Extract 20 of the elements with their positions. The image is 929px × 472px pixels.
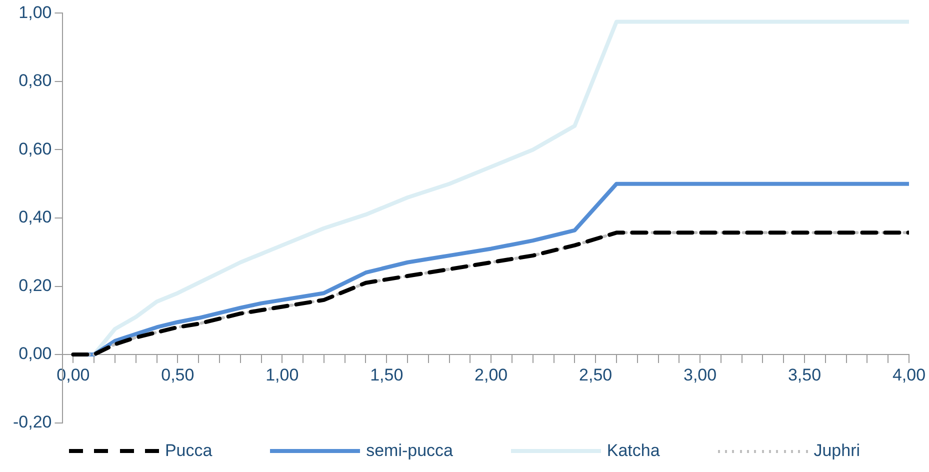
y-tick-label: 0,60 [18,139,52,158]
x-tick-label: 2,00 [474,365,508,384]
x-tick-label: 1,50 [370,365,404,384]
y-tick-label: 0,00 [18,344,52,364]
x-tick-label: 3,50 [788,365,822,384]
x-tick-label: 4,00 [892,365,926,384]
x-tick-label: 2,50 [579,365,612,384]
y-tick-label: 1,00 [18,2,52,22]
legend-label: Pucca [164,441,212,461]
x-tick-label: 0,00 [56,365,90,384]
y-tick-label: -0,20 [13,412,52,432]
y-tick-label: 0,80 [18,71,52,90]
y-tick-label: 0,20 [18,276,52,295]
x-tick-label: 1,00 [266,365,299,384]
legend-label: semi-pucca [366,441,453,461]
x-tick-label: 3,00 [684,365,717,384]
x-tick-label: 0,50 [161,365,194,384]
legend-label: Juphri [814,441,860,461]
legend-label: Katcha [606,441,660,461]
y-tick-label: 0,40 [18,208,52,227]
